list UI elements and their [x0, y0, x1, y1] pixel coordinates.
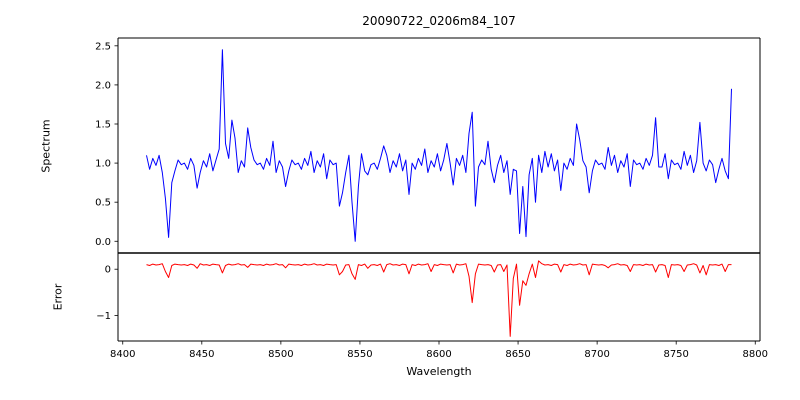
- x-tick-label: 8700: [584, 349, 609, 360]
- y-tick-label: −1: [96, 311, 111, 322]
- x-tick-label: 8650: [505, 349, 530, 360]
- spectrum-line: [146, 49, 732, 242]
- plot-title: 20090722_0206m84_107: [362, 14, 516, 28]
- y-tick-label: 2.0: [95, 80, 111, 91]
- x-tick-label: 8550: [347, 349, 372, 360]
- x-tick-label: 8600: [426, 349, 451, 360]
- x-tick-label: 8500: [268, 349, 293, 360]
- y-axis-label-error: Error: [51, 283, 65, 311]
- y-tick-label: 0.5: [95, 198, 111, 209]
- x-tick-label: 8400: [110, 349, 135, 360]
- x-tick-label: 8450: [189, 349, 214, 360]
- y-tick-label: 0: [105, 265, 111, 276]
- x-axis-label: Wavelength: [406, 365, 472, 378]
- y-tick-label: 1.0: [95, 159, 111, 170]
- x-tick-label: 8750: [663, 349, 688, 360]
- error-line: [146, 260, 732, 337]
- y-axis-label-spectrum: Spectrum: [39, 119, 53, 173]
- y-tick-label: 2.5: [95, 41, 111, 52]
- y-tick-label: 0.0: [95, 237, 111, 248]
- x-tick-label: 8800: [743, 349, 768, 360]
- y-tick-label: 1.5: [95, 120, 111, 131]
